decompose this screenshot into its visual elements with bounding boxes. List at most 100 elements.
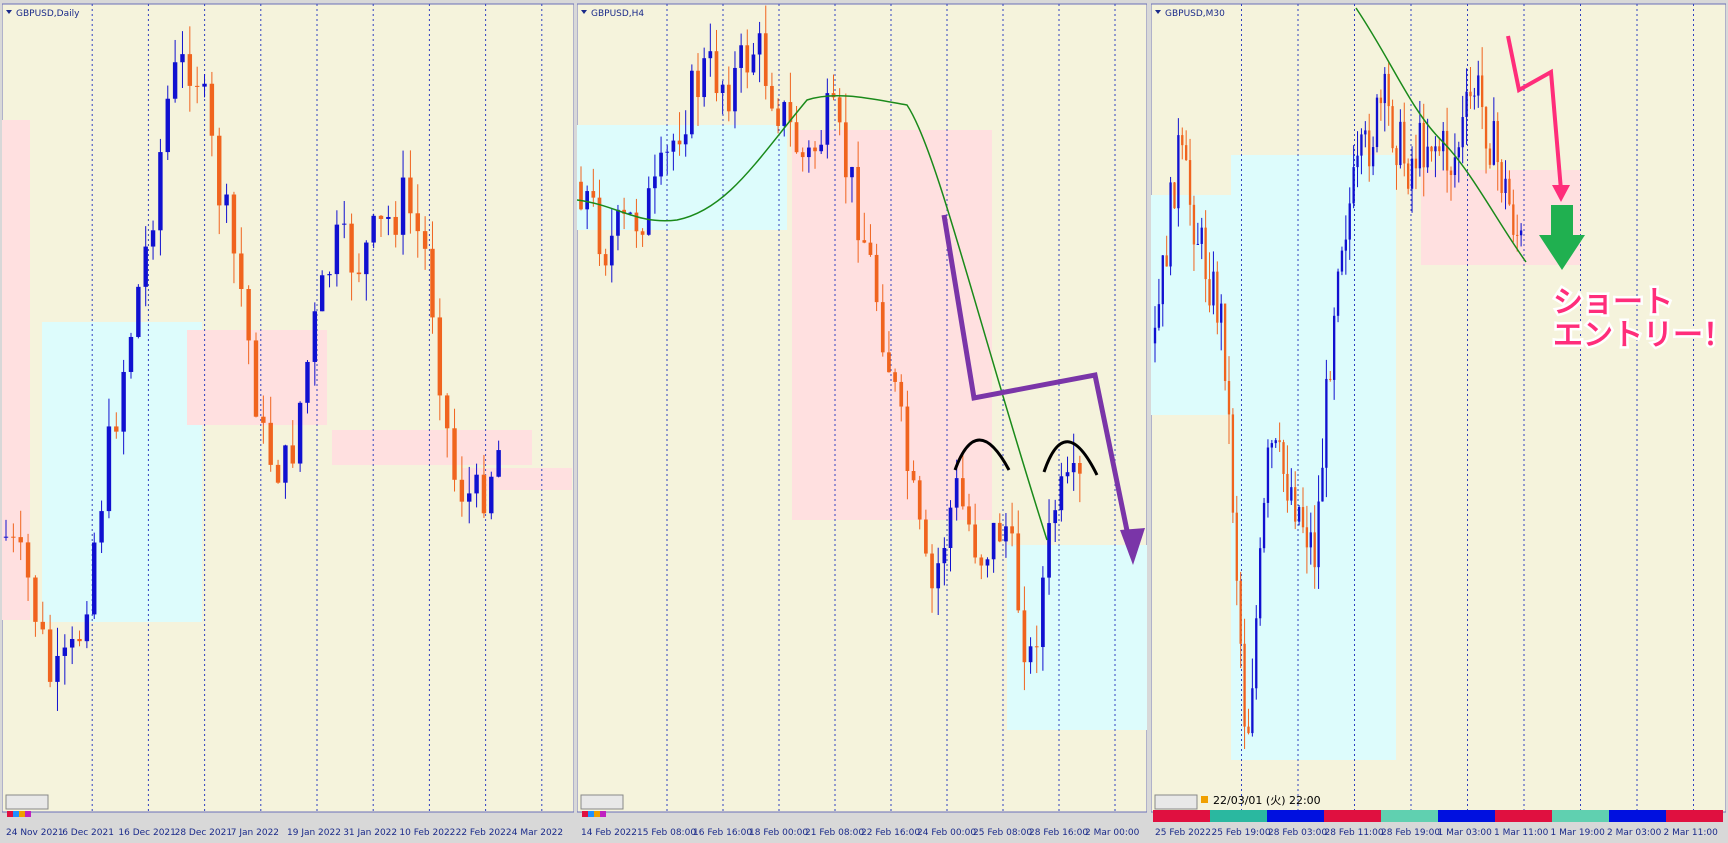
- candle-body: [312, 311, 318, 362]
- candle-body: [246, 288, 251, 341]
- zone: [1007, 545, 1147, 730]
- candle-body: [239, 253, 244, 289]
- session-bar: [1210, 810, 1267, 822]
- candle-body: [579, 181, 583, 210]
- candle-body: [930, 553, 934, 589]
- candle-body: [121, 371, 126, 432]
- candle-body: [1352, 167, 1355, 204]
- candle-body: [1336, 271, 1340, 316]
- candle-body: [180, 54, 185, 63]
- candle-body: [794, 122, 799, 153]
- candle-body: [224, 194, 229, 206]
- candle-body: [653, 176, 657, 189]
- x-axis-label: 25 Feb 08:00: [973, 828, 1032, 838]
- candle-body: [1512, 204, 1515, 235]
- candle-body: [868, 242, 873, 255]
- candle-body: [364, 242, 369, 275]
- zone: [2, 120, 30, 620]
- zone: [792, 130, 992, 520]
- candle-body: [1274, 440, 1277, 444]
- candle-body: [616, 209, 620, 236]
- candle-body: [825, 93, 830, 145]
- candle-body: [942, 547, 947, 564]
- x-axis-label: 15 Feb 08:00: [637, 828, 696, 838]
- candle-body: [1332, 315, 1336, 380]
- x-axis-label: 24 Feb 00:00: [917, 828, 976, 838]
- candle-body: [1321, 467, 1324, 502]
- candle-body: [1212, 271, 1215, 306]
- toolbar-swatch: [588, 811, 594, 817]
- candle-body: [1313, 532, 1316, 568]
- candle-body: [948, 507, 953, 548]
- candle-body: [591, 191, 596, 198]
- candle-body: [726, 84, 731, 112]
- candle-body: [128, 336, 134, 372]
- candle-body: [874, 254, 879, 303]
- zone: [42, 322, 202, 622]
- candle-body: [467, 493, 472, 502]
- candle-body: [1356, 155, 1359, 168]
- candle-body: [172, 62, 178, 99]
- pink-arrow-head: [1552, 185, 1570, 202]
- candle-body: [1247, 726, 1250, 734]
- candle-body: [1169, 182, 1172, 267]
- x-axis-label: 16 Feb 16:00: [693, 828, 752, 838]
- candle-body: [690, 70, 694, 135]
- candle-body: [696, 70, 700, 98]
- candle-body: [924, 519, 928, 554]
- candle-body: [807, 147, 811, 158]
- candle-body: [69, 638, 75, 648]
- candle-body: [1184, 145, 1188, 161]
- candle-body: [1325, 378, 1328, 468]
- candle-body: [55, 655, 60, 682]
- candle-body: [1266, 447, 1270, 503]
- candle-body: [1449, 170, 1453, 176]
- toolbar-swatch: [19, 811, 25, 817]
- candle-body: [1294, 487, 1297, 522]
- candle-body: [47, 629, 53, 682]
- x-axis-label: 28 Feb 11:00: [1325, 828, 1384, 838]
- x-axis-label: 7 Jan 2022: [231, 828, 279, 838]
- candle-body: [393, 216, 398, 235]
- candle-body: [1016, 533, 1021, 611]
- candle-body: [408, 177, 413, 214]
- candle-body: [18, 537, 23, 543]
- candle-body: [84, 614, 90, 642]
- candle-body: [430, 248, 435, 318]
- candle-body: [77, 638, 82, 642]
- candle-body: [671, 140, 676, 152]
- candle-body: [893, 372, 897, 382]
- candle-body: [880, 302, 885, 353]
- candle-body: [609, 235, 614, 266]
- candle-body: [1426, 146, 1429, 168]
- candle-body: [268, 422, 273, 465]
- candle-body: [1165, 255, 1168, 267]
- candle-body: [1395, 148, 1398, 166]
- candle-body: [1375, 97, 1379, 148]
- candle-body: [1473, 95, 1476, 97]
- candle-body: [217, 135, 222, 206]
- candle-body: [1422, 122, 1425, 168]
- candle-body: [297, 402, 303, 464]
- candle-body: [1340, 250, 1344, 272]
- candle-body: [782, 102, 787, 126]
- title-marker: [581, 10, 587, 14]
- x-axis-label: 2 Mar 00:00: [1085, 828, 1140, 838]
- x-axis-label: 25 Feb 19:00: [1212, 828, 1271, 838]
- candle-body: [1317, 501, 1320, 568]
- candle-body: [1010, 526, 1014, 534]
- zone: [1231, 155, 1396, 760]
- x-axis-label: 22 Feb 2022: [456, 828, 512, 838]
- candle-body: [985, 559, 990, 566]
- candle-body: [1371, 147, 1375, 167]
- candle-body: [1196, 243, 1200, 245]
- candle-body: [997, 522, 1002, 542]
- candle-body: [683, 134, 688, 145]
- candle-body: [290, 445, 295, 464]
- session-bar: [1267, 810, 1324, 822]
- title-marker: [6, 10, 12, 14]
- candle-body: [1508, 178, 1511, 205]
- candle-body: [400, 177, 406, 235]
- candle-body: [991, 522, 996, 560]
